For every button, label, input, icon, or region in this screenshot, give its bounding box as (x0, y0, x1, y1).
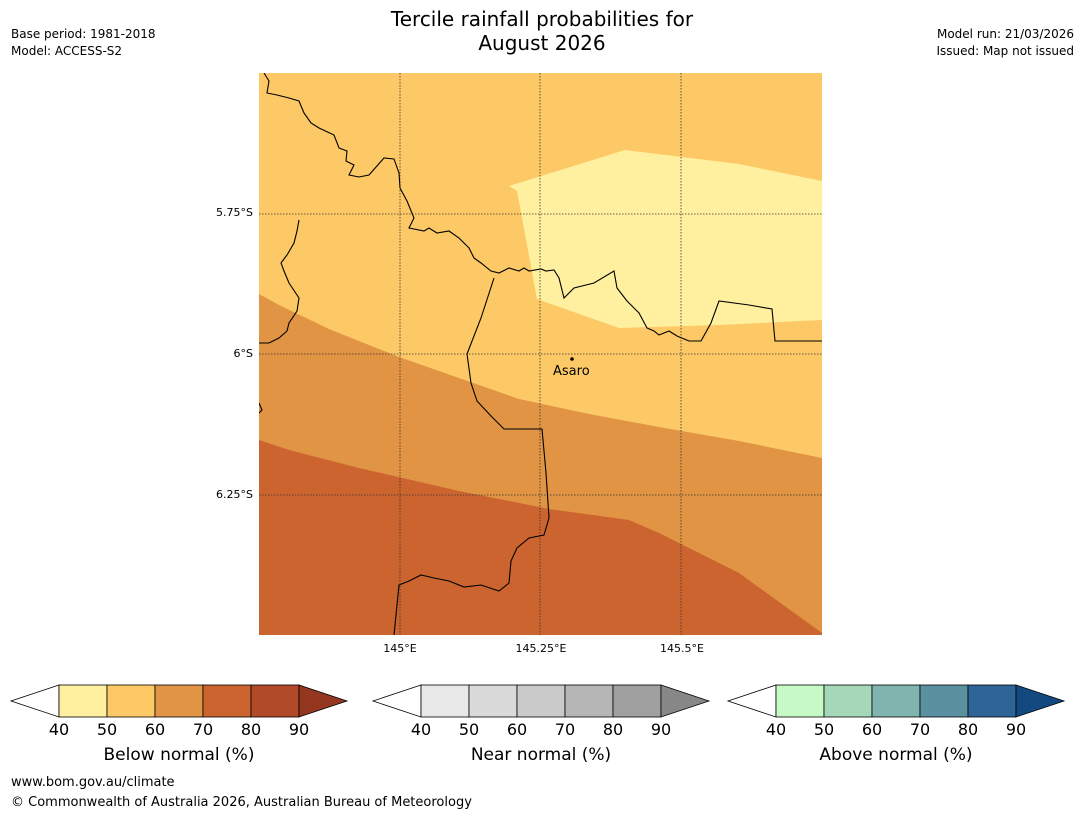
legend-swatch (823, 684, 873, 718)
footer-url: www.bom.gov.au/climate (11, 775, 175, 790)
region-40-50 (509, 150, 822, 328)
legend-swatch (420, 684, 470, 718)
map-title: Tercile rainfall probabilities for Augus… (342, 7, 742, 55)
legend-swatch (468, 684, 518, 718)
graticule (259, 73, 822, 635)
place-label-asaro: Asaro (553, 364, 590, 379)
legend-near-normal (371, 684, 711, 718)
legend-swatch (564, 684, 614, 718)
legend-bars (9, 684, 1066, 718)
issued-status: Issued: Map not issued (936, 44, 1074, 58)
legend-tick-label: 80 (240, 720, 262, 739)
legend-over-arrow (660, 684, 711, 718)
legend-tick-label: 80 (602, 720, 624, 739)
legend-tick-label: 50 (813, 720, 835, 739)
legend-tick-label: 90 (650, 720, 672, 739)
legend-tick-label: 70 (909, 720, 931, 739)
legend-under-arrow (9, 684, 60, 718)
meta-right: Model run: 21/03/2026 Issued: Map not is… (936, 26, 1074, 60)
legend-swatch (250, 684, 300, 718)
legend-tick-label: 50 (458, 720, 480, 739)
legend-tick-label: 70 (554, 720, 576, 739)
title-line-2: August 2026 (478, 31, 606, 55)
legend-swatch (612, 684, 662, 718)
asaro-marker (570, 357, 574, 361)
legend-swatch (967, 684, 1017, 718)
legend-tick-label: 40 (48, 720, 70, 739)
meta-left: Base period: 1981-2018 Model: ACCESS-S2 (11, 26, 156, 60)
legend-title-below: Below normal (%) (103, 745, 255, 765)
legend-swatch (106, 684, 156, 718)
legend-below-normal (9, 684, 349, 718)
legend-title-above: Above normal (%) (819, 745, 973, 765)
legend-tick-label: 40 (410, 720, 432, 739)
lon-label-145-5: 145.5°E (660, 642, 704, 655)
legend-tick-label: 60 (506, 720, 528, 739)
legend-tick-label: 90 (1005, 720, 1027, 739)
lat-label-5-75: 5.75°S (216, 206, 253, 219)
legend-swatch (154, 684, 204, 718)
legend-tick-label: 40 (765, 720, 787, 739)
legend-above-normal (726, 684, 1066, 718)
footer-copyright: © Commonwealth of Australia 2026, Austra… (11, 795, 472, 810)
legend-swatch (871, 684, 921, 718)
lon-label-145: 145°E (383, 642, 417, 655)
base-period: Base period: 1981-2018 (11, 27, 156, 41)
legend-swatch (775, 684, 825, 718)
legend-swatch (58, 684, 108, 718)
lat-label-6: 6°S (233, 347, 253, 360)
lon-label-145-25: 145.25°E (515, 642, 567, 655)
legend-tick-label: 90 (288, 720, 310, 739)
legend-under-arrow (371, 684, 422, 718)
legend-over-arrow (298, 684, 349, 718)
map-canvas (259, 73, 822, 635)
legend-tick-label: 60 (144, 720, 166, 739)
probability-map: Asaro (259, 73, 822, 635)
lat-label-6-25: 6.25°S (216, 488, 253, 501)
model-run: Model run: 21/03/2026 (936, 27, 1074, 41)
legend-tick-label: 80 (957, 720, 979, 739)
legend-over-arrow (1015, 684, 1066, 718)
legend-under-arrow (726, 684, 777, 718)
title-line-1: Tercile rainfall probabilities for (390, 7, 694, 31)
legend-tick-label: 60 (861, 720, 883, 739)
boundaries (259, 73, 822, 635)
legend-title-near: Near normal (%) (470, 745, 612, 765)
legend-swatch (202, 684, 252, 718)
legend-tick-label: 70 (192, 720, 214, 739)
legend-tick-label: 50 (96, 720, 118, 739)
legend-swatch (516, 684, 566, 718)
legend-swatch (919, 684, 969, 718)
model-name: Model: ACCESS-S2 (11, 44, 123, 58)
